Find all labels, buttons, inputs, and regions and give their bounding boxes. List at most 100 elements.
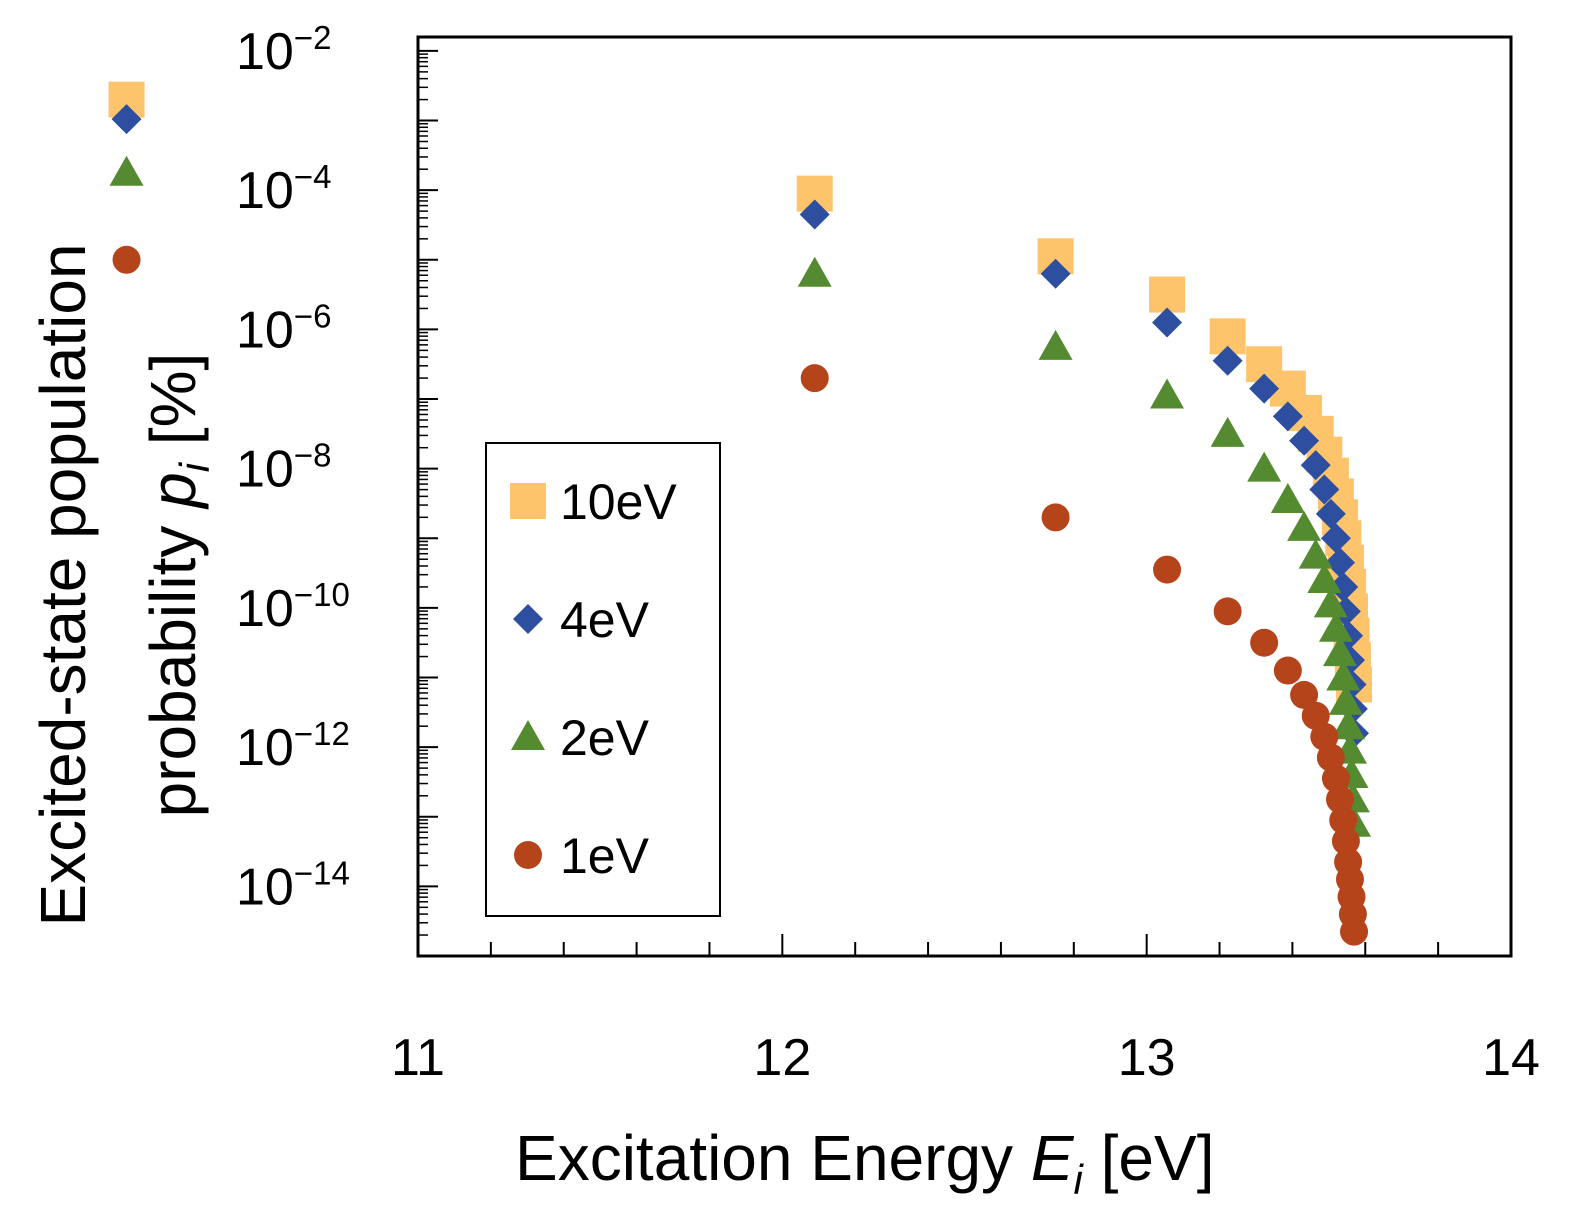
point-4eV	[111, 104, 142, 135]
point-4eV	[1309, 474, 1340, 505]
point-2eV	[1298, 538, 1333, 569]
point-4eV	[1289, 425, 1320, 456]
point-4eV	[1249, 373, 1280, 404]
y-tick-label: 10−12	[236, 715, 350, 777]
point-2eV	[797, 256, 832, 287]
x-tick-label: 14	[1482, 1029, 1540, 1087]
y-axis-title-var: p	[137, 472, 209, 510]
legend-marker-2eV	[511, 720, 545, 750]
point-1eV	[1321, 764, 1350, 793]
point-2eV	[1322, 636, 1357, 667]
y-tick-exponent: −10	[294, 576, 350, 613]
y-tick-base: 10	[236, 719, 294, 777]
legend-markers	[510, 483, 546, 869]
point-4eV	[799, 199, 830, 230]
point-1eV	[1329, 806, 1358, 835]
legend-box	[485, 442, 721, 917]
x-tick-labels: 11 12 13 14	[391, 1029, 1540, 1087]
point-1eV	[1340, 917, 1369, 946]
y-tick-base: 10	[236, 580, 294, 638]
series-4eV	[111, 104, 1370, 749]
x-axis-title-var: E	[1031, 1122, 1075, 1194]
legend-label-4ev: 4eV	[560, 592, 650, 648]
point-1eV	[800, 364, 829, 393]
y-tick-base: 10	[236, 858, 294, 916]
x-tick-label: 12	[753, 1029, 811, 1087]
point-1eV	[112, 245, 141, 274]
y-tick-label: 10−2	[236, 19, 331, 81]
point-4eV	[1212, 345, 1243, 376]
point-4eV	[1320, 523, 1351, 554]
point-1eV	[1331, 827, 1360, 856]
point-4eV	[1040, 258, 1071, 289]
y-tick-exponent: −14	[294, 854, 350, 891]
legend-label-10ev: 10eV	[560, 474, 677, 530]
point-10eV	[1149, 276, 1186, 313]
point-2eV	[1326, 660, 1361, 691]
y-tick-exponent: −12	[294, 715, 350, 752]
y-tick-exponent: −6	[294, 297, 332, 334]
y-tick-label: 10−4	[236, 158, 331, 220]
point-2eV	[1318, 611, 1353, 642]
point-2eV	[109, 155, 144, 186]
point-2eV	[1150, 378, 1185, 409]
point-2eV	[1270, 482, 1305, 513]
x-tick-label: 13	[1118, 1029, 1176, 1087]
y-axis-title-sub: i	[171, 461, 218, 472]
point-2eV	[1313, 587, 1348, 618]
x-axis-title-unit: [eV]	[1083, 1122, 1215, 1194]
point-4eV	[1328, 572, 1359, 603]
legend-marker-1eV	[514, 841, 542, 869]
point-2eV	[1328, 684, 1363, 715]
y-axis-title-line2-main: probability	[137, 508, 209, 818]
y-axis-title-unit: [%]	[137, 353, 209, 463]
y-tick-exponent: −4	[294, 158, 332, 195]
point-1eV	[1041, 503, 1070, 532]
point-2eV	[1247, 451, 1282, 482]
y-tick-exponent: −2	[294, 19, 332, 56]
point-2eV	[1038, 329, 1073, 360]
point-4eV	[1324, 547, 1355, 578]
y-tick-base: 10	[236, 23, 294, 81]
point-1eV	[1213, 597, 1242, 626]
legend-marker-10eV	[510, 483, 546, 519]
point-4eV	[1300, 450, 1331, 481]
point-4eV	[1315, 498, 1346, 529]
y-tick-label: 10−10	[236, 576, 350, 638]
point-4eV	[1152, 307, 1183, 338]
legend-label-1ev: 1eV	[560, 828, 650, 884]
series-2eV	[109, 155, 1372, 837]
legend-marker-4eV	[513, 604, 543, 634]
point-1eV	[1153, 555, 1182, 584]
legend: 10eV 4eV 2eV 1eV	[485, 442, 721, 917]
y-tick-label: 10−14	[236, 854, 350, 916]
x-tick-label: 11	[391, 1029, 445, 1087]
point-1eV	[1325, 785, 1354, 814]
y-axis-title: Excited-state population probability pi …	[27, 243, 218, 926]
y-tick-label: 10−8	[236, 437, 331, 499]
y-tick-base: 10	[236, 441, 294, 499]
legend-label-2ev: 2eV	[560, 710, 650, 766]
series-1eV	[112, 245, 1369, 946]
data-points	[108, 81, 1373, 946]
x-axis-title-main: Excitation Energy	[515, 1122, 1031, 1194]
axis-ticks	[417, 49, 1512, 957]
point-2eV	[1331, 709, 1366, 740]
y-tick-label: 10−6	[236, 297, 331, 359]
point-1eV	[1250, 628, 1279, 657]
point-1eV	[1316, 743, 1345, 772]
point-4eV	[1272, 401, 1303, 432]
point-1eV	[1290, 680, 1319, 709]
y-tick-base: 10	[236, 162, 294, 220]
y-axis-title-line1: Excited-state population	[27, 243, 99, 926]
point-1eV	[1273, 656, 1302, 685]
x-axis-title: Excitation Energy Ei [eV]	[515, 1122, 1214, 1203]
point-2eV	[1287, 510, 1322, 541]
y-tick-exponent: −8	[294, 437, 332, 474]
y-tick-base: 10	[236, 301, 294, 359]
point-2eV	[1307, 563, 1342, 594]
y-axis-title-line2: probability pi [%]	[137, 353, 218, 818]
x-axis-title-sub: i	[1074, 1156, 1085, 1203]
